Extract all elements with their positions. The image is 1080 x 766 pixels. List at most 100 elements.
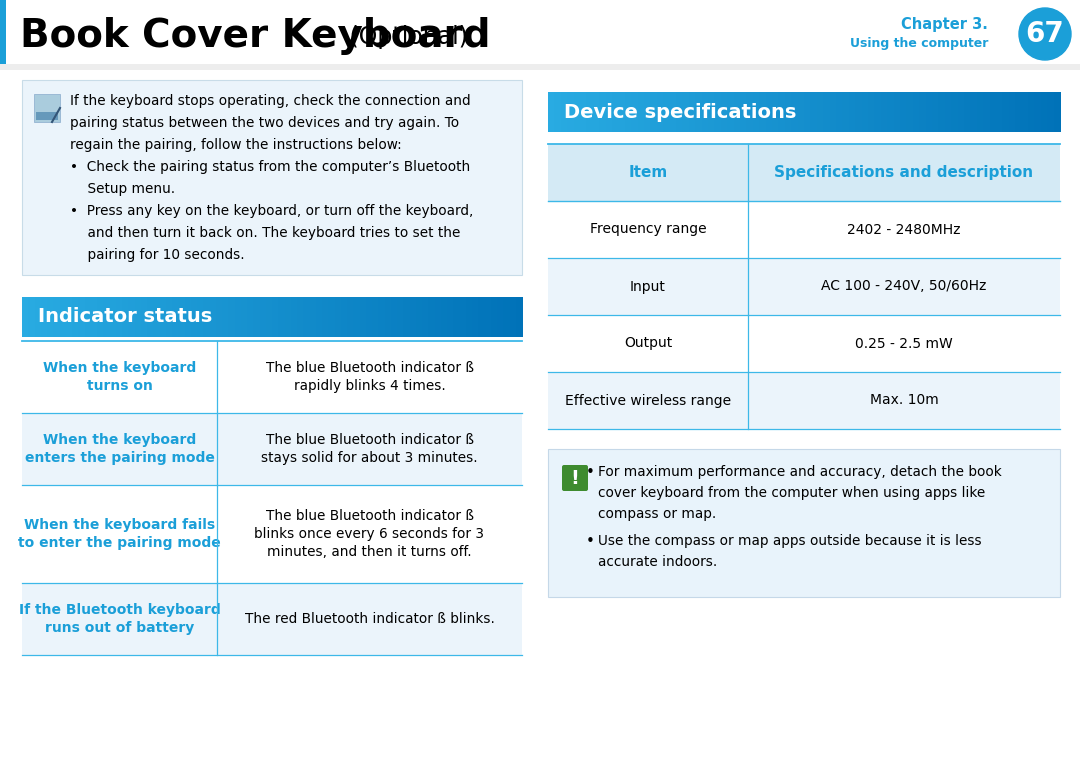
Bar <box>606 92 613 132</box>
Bar <box>116 297 123 337</box>
Bar <box>41 297 48 337</box>
Bar <box>792 92 798 132</box>
Bar <box>253 297 260 337</box>
Bar <box>0 0 1080 64</box>
Bar <box>185 297 192 337</box>
Bar <box>478 297 486 337</box>
Text: and then turn it back on. The keyboard tries to set the: and then turn it back on. The keyboard t… <box>70 226 460 240</box>
Bar <box>881 92 888 132</box>
Bar <box>22 413 522 485</box>
Bar <box>409 297 417 337</box>
Bar <box>33 94 60 122</box>
Bar <box>631 92 638 132</box>
Text: compass or map.: compass or map. <box>598 507 716 521</box>
Bar <box>216 297 222 337</box>
Bar <box>397 297 404 337</box>
Bar <box>53 297 60 337</box>
Bar <box>733 92 741 132</box>
Bar <box>22 297 29 337</box>
Bar <box>140 297 148 337</box>
Bar <box>670 92 677 132</box>
Bar <box>696 92 703 132</box>
Bar <box>160 297 166 337</box>
Text: regain the pairing, follow the instructions below:: regain the pairing, follow the instructi… <box>70 138 402 152</box>
Bar <box>708 92 715 132</box>
Bar <box>727 92 734 132</box>
Bar <box>36 112 58 120</box>
Bar <box>59 297 67 337</box>
Bar <box>893 92 901 132</box>
Bar <box>548 258 1059 315</box>
Bar <box>279 297 285 337</box>
Bar <box>165 297 173 337</box>
Bar <box>266 297 273 337</box>
Bar <box>485 297 491 337</box>
Text: •  Check the pairing status from the computer’s Bluetooth: • Check the pairing status from the comp… <box>70 160 470 174</box>
Bar <box>490 297 498 337</box>
Bar <box>129 297 135 337</box>
Bar <box>497 297 504 337</box>
Bar <box>35 297 42 337</box>
Bar <box>384 297 392 337</box>
Bar <box>1015 92 1023 132</box>
Bar <box>78 297 85 337</box>
Bar <box>1002 92 1010 132</box>
Text: Indicator status: Indicator status <box>38 307 213 326</box>
Bar <box>772 92 780 132</box>
Bar <box>996 92 1003 132</box>
Bar <box>976 92 984 132</box>
Text: Output: Output <box>624 336 672 351</box>
Bar <box>971 92 977 132</box>
Bar <box>900 92 907 132</box>
Bar <box>958 92 966 132</box>
Bar <box>683 92 690 132</box>
Bar <box>599 92 607 132</box>
Bar <box>823 92 831 132</box>
FancyBboxPatch shape <box>562 465 588 491</box>
Bar <box>28 297 36 337</box>
Bar <box>191 297 198 337</box>
Bar <box>135 297 141 337</box>
Text: Input: Input <box>630 280 666 293</box>
Text: •  Press any key on the keyboard, or turn off the keyboard,: • Press any key on the keyboard, or turn… <box>70 204 473 218</box>
Text: 67: 67 <box>1026 20 1065 48</box>
Bar <box>766 92 773 132</box>
Bar <box>335 297 341 337</box>
Bar <box>429 297 435 337</box>
Bar <box>619 92 625 132</box>
Bar <box>0 64 1080 70</box>
Bar <box>97 297 105 337</box>
Bar <box>422 297 429 337</box>
Text: Chapter 3.: Chapter 3. <box>901 17 988 31</box>
Bar <box>510 297 516 337</box>
Text: When the keyboard fails
to enter the pairing mode: When the keyboard fails to enter the pai… <box>18 518 221 550</box>
Bar <box>109 297 117 337</box>
Text: pairing status between the two devices and try again. To: pairing status between the two devices a… <box>70 116 459 130</box>
Bar <box>753 92 760 132</box>
Bar <box>644 92 651 132</box>
Bar <box>91 297 98 337</box>
Bar <box>548 92 555 132</box>
Bar <box>983 92 990 132</box>
Bar <box>573 92 581 132</box>
Bar <box>816 92 824 132</box>
Bar <box>759 92 767 132</box>
Bar <box>22 80 522 275</box>
Bar <box>291 297 298 337</box>
Bar <box>554 92 562 132</box>
Text: The blue Bluetooth indicator ß
stays solid for about 3 minutes.: The blue Bluetooth indicator ß stays sol… <box>261 433 477 465</box>
Bar <box>951 92 959 132</box>
Bar <box>72 297 79 337</box>
Bar <box>447 297 455 337</box>
Bar <box>862 92 869 132</box>
Bar <box>403 297 410 337</box>
Bar <box>372 297 379 337</box>
Bar <box>720 92 728 132</box>
Text: pairing for 10 seconds.: pairing for 10 seconds. <box>70 248 245 262</box>
Bar <box>836 92 843 132</box>
Bar <box>303 297 311 337</box>
Text: cover keyboard from the computer when using apps like: cover keyboard from the computer when us… <box>598 486 985 500</box>
Text: 2402 - 2480MHz: 2402 - 2480MHz <box>847 222 961 237</box>
Text: The blue Bluetooth indicator ß
rapidly blinks 4 times.: The blue Bluetooth indicator ß rapidly b… <box>266 361 473 393</box>
Bar <box>650 92 658 132</box>
